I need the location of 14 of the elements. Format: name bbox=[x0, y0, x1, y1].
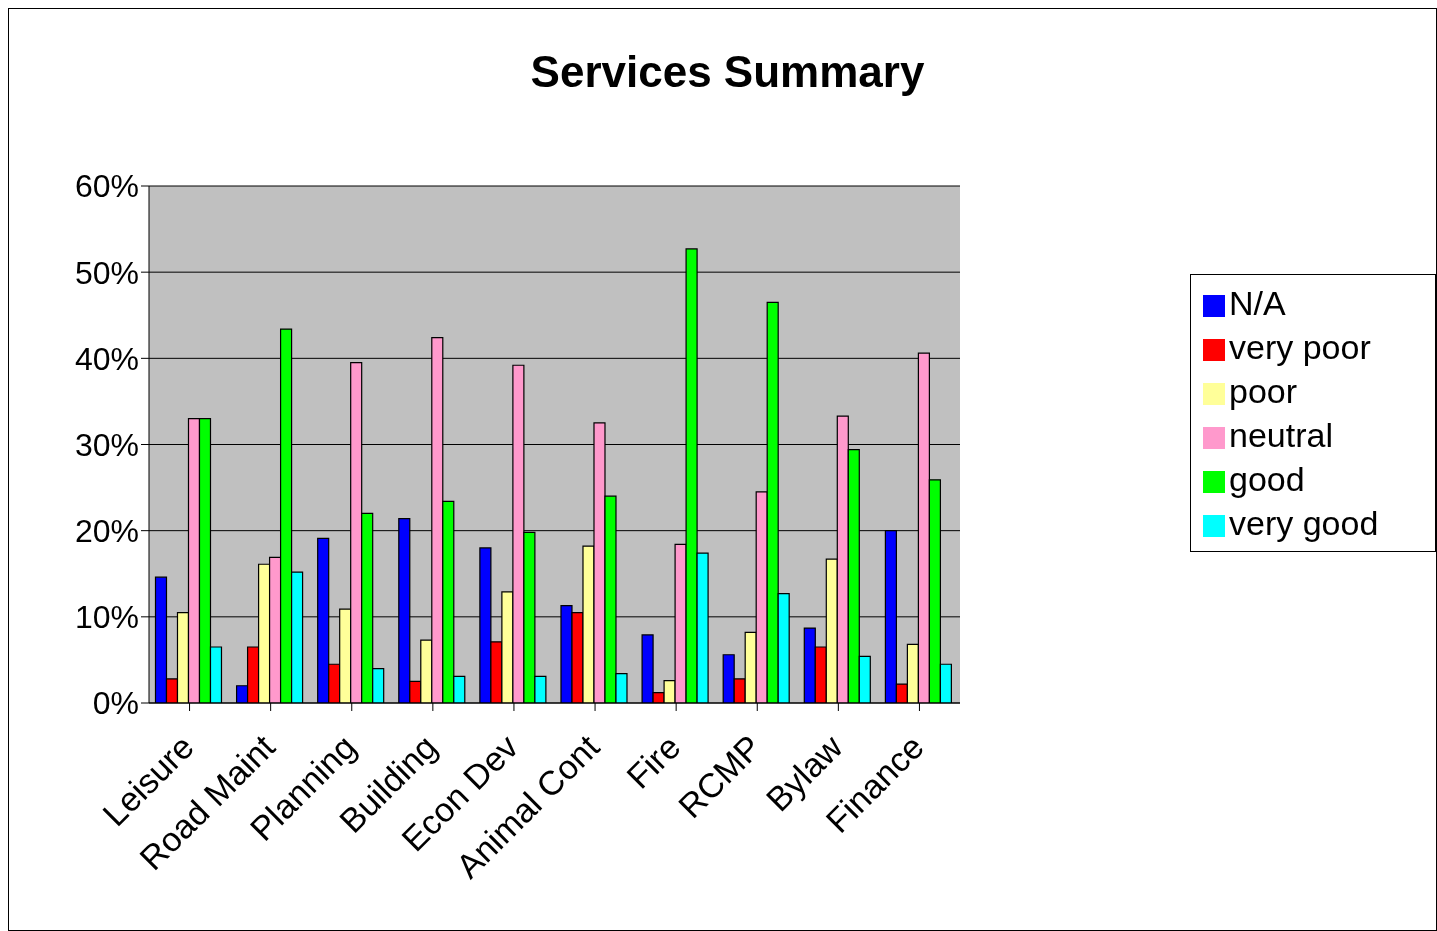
y-tick-label: 30% bbox=[74, 426, 139, 463]
legend-label: N/A bbox=[1229, 284, 1286, 322]
legend-label: very good bbox=[1229, 504, 1379, 542]
y-tick-label: 0% bbox=[92, 685, 139, 722]
y-tick-label: 60% bbox=[74, 168, 139, 205]
legend-label: poor bbox=[1229, 372, 1298, 410]
y-tick-label: 10% bbox=[74, 599, 139, 636]
y-tick-label: 50% bbox=[74, 254, 139, 291]
legend-label: very poor bbox=[1229, 328, 1371, 366]
chart-title: Services Summary bbox=[529, 47, 926, 97]
legend-label: neutral bbox=[1229, 416, 1333, 454]
y-tick-label: 20% bbox=[74, 513, 139, 550]
legend-label: good bbox=[1229, 460, 1305, 498]
y-tick-label: 40% bbox=[74, 340, 139, 377]
